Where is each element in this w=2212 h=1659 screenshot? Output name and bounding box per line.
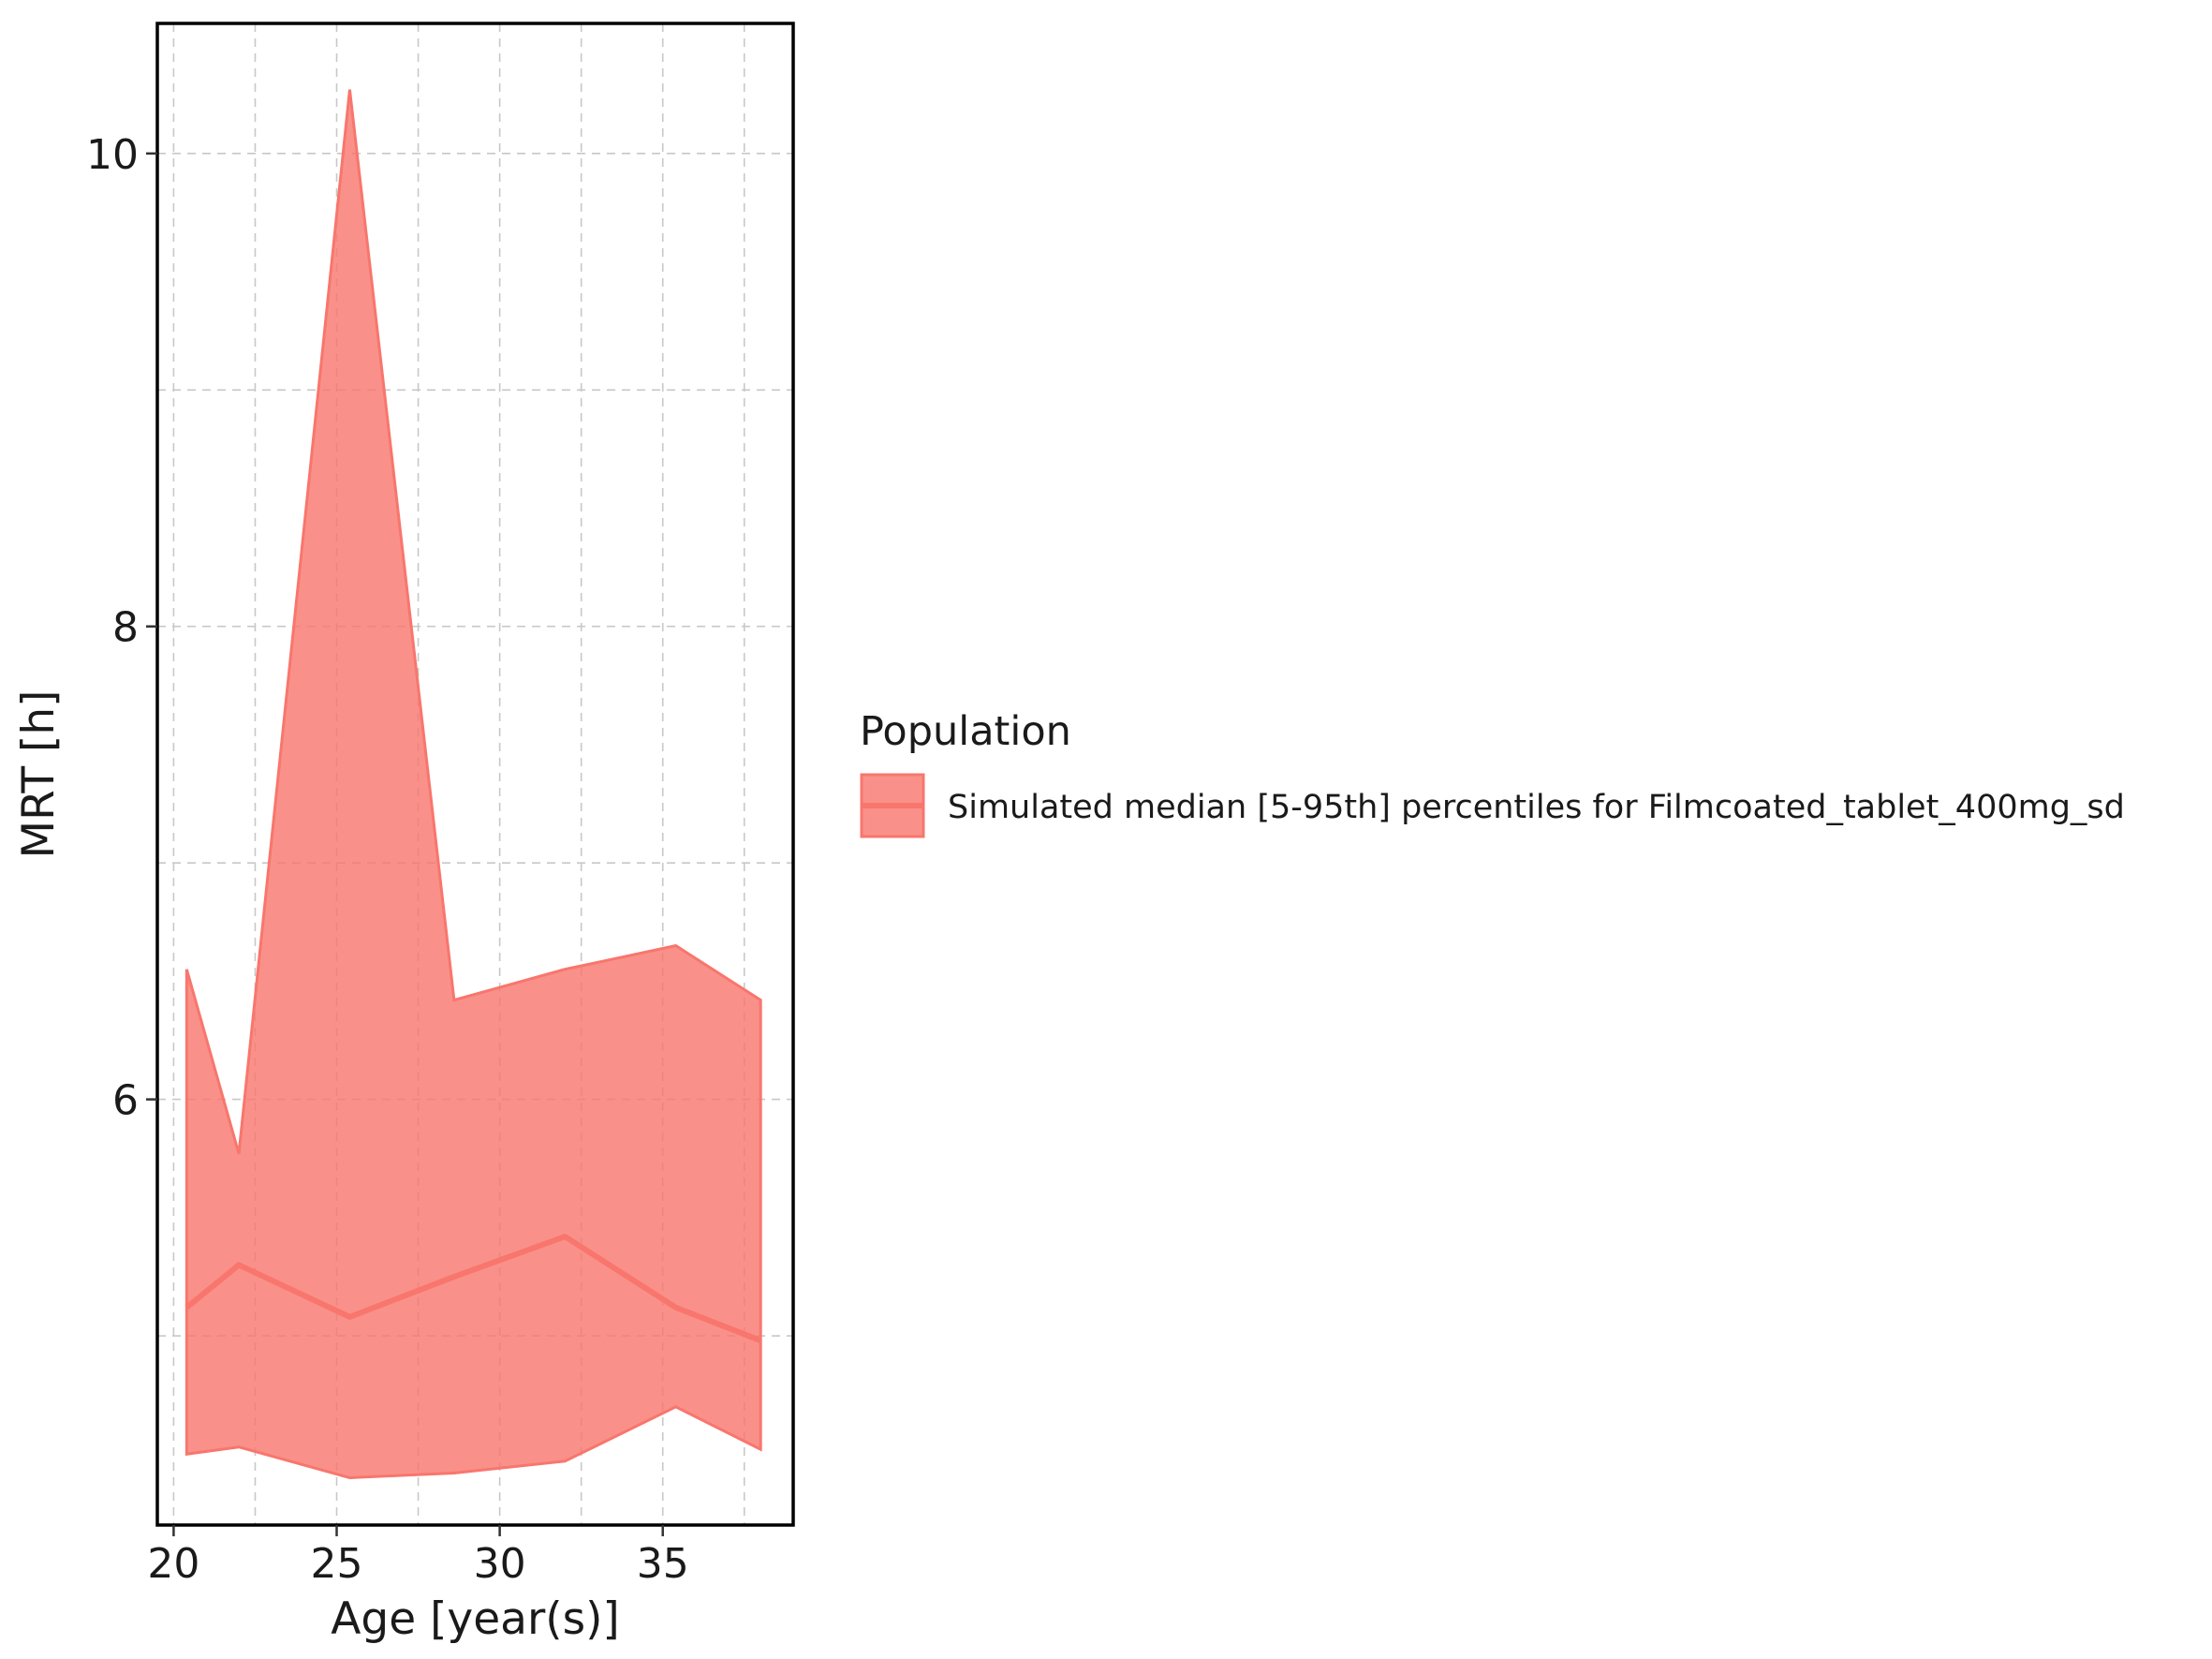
x-tick-label: 30	[474, 1540, 526, 1588]
y-tick-label: 6	[112, 1077, 139, 1125]
y-tick-label: 8	[112, 604, 139, 652]
median-line	[184, 1234, 762, 1343]
axis-ticks: 20 25 30 35 6 8 10	[86, 131, 689, 1588]
legend-label: Simulated median [5-95th] percentiles fo…	[948, 789, 2125, 826]
legend-title: Population	[860, 708, 1071, 755]
y-axis-title: MRT [h]	[13, 690, 65, 859]
plot-frame	[155, 22, 795, 1527]
x-axis-title: Age [year(s)]	[331, 1593, 620, 1645]
percentile-ribbon	[184, 89, 762, 1480]
y-tick-label: 10	[86, 131, 139, 179]
x-tick-label: 35	[637, 1540, 689, 1588]
x-tick-label: 20	[147, 1540, 199, 1588]
x-tick-label: 25	[311, 1540, 363, 1588]
plot-data	[184, 89, 762, 1480]
legend: Population Simulated median [5-95th] per…	[860, 708, 2125, 838]
